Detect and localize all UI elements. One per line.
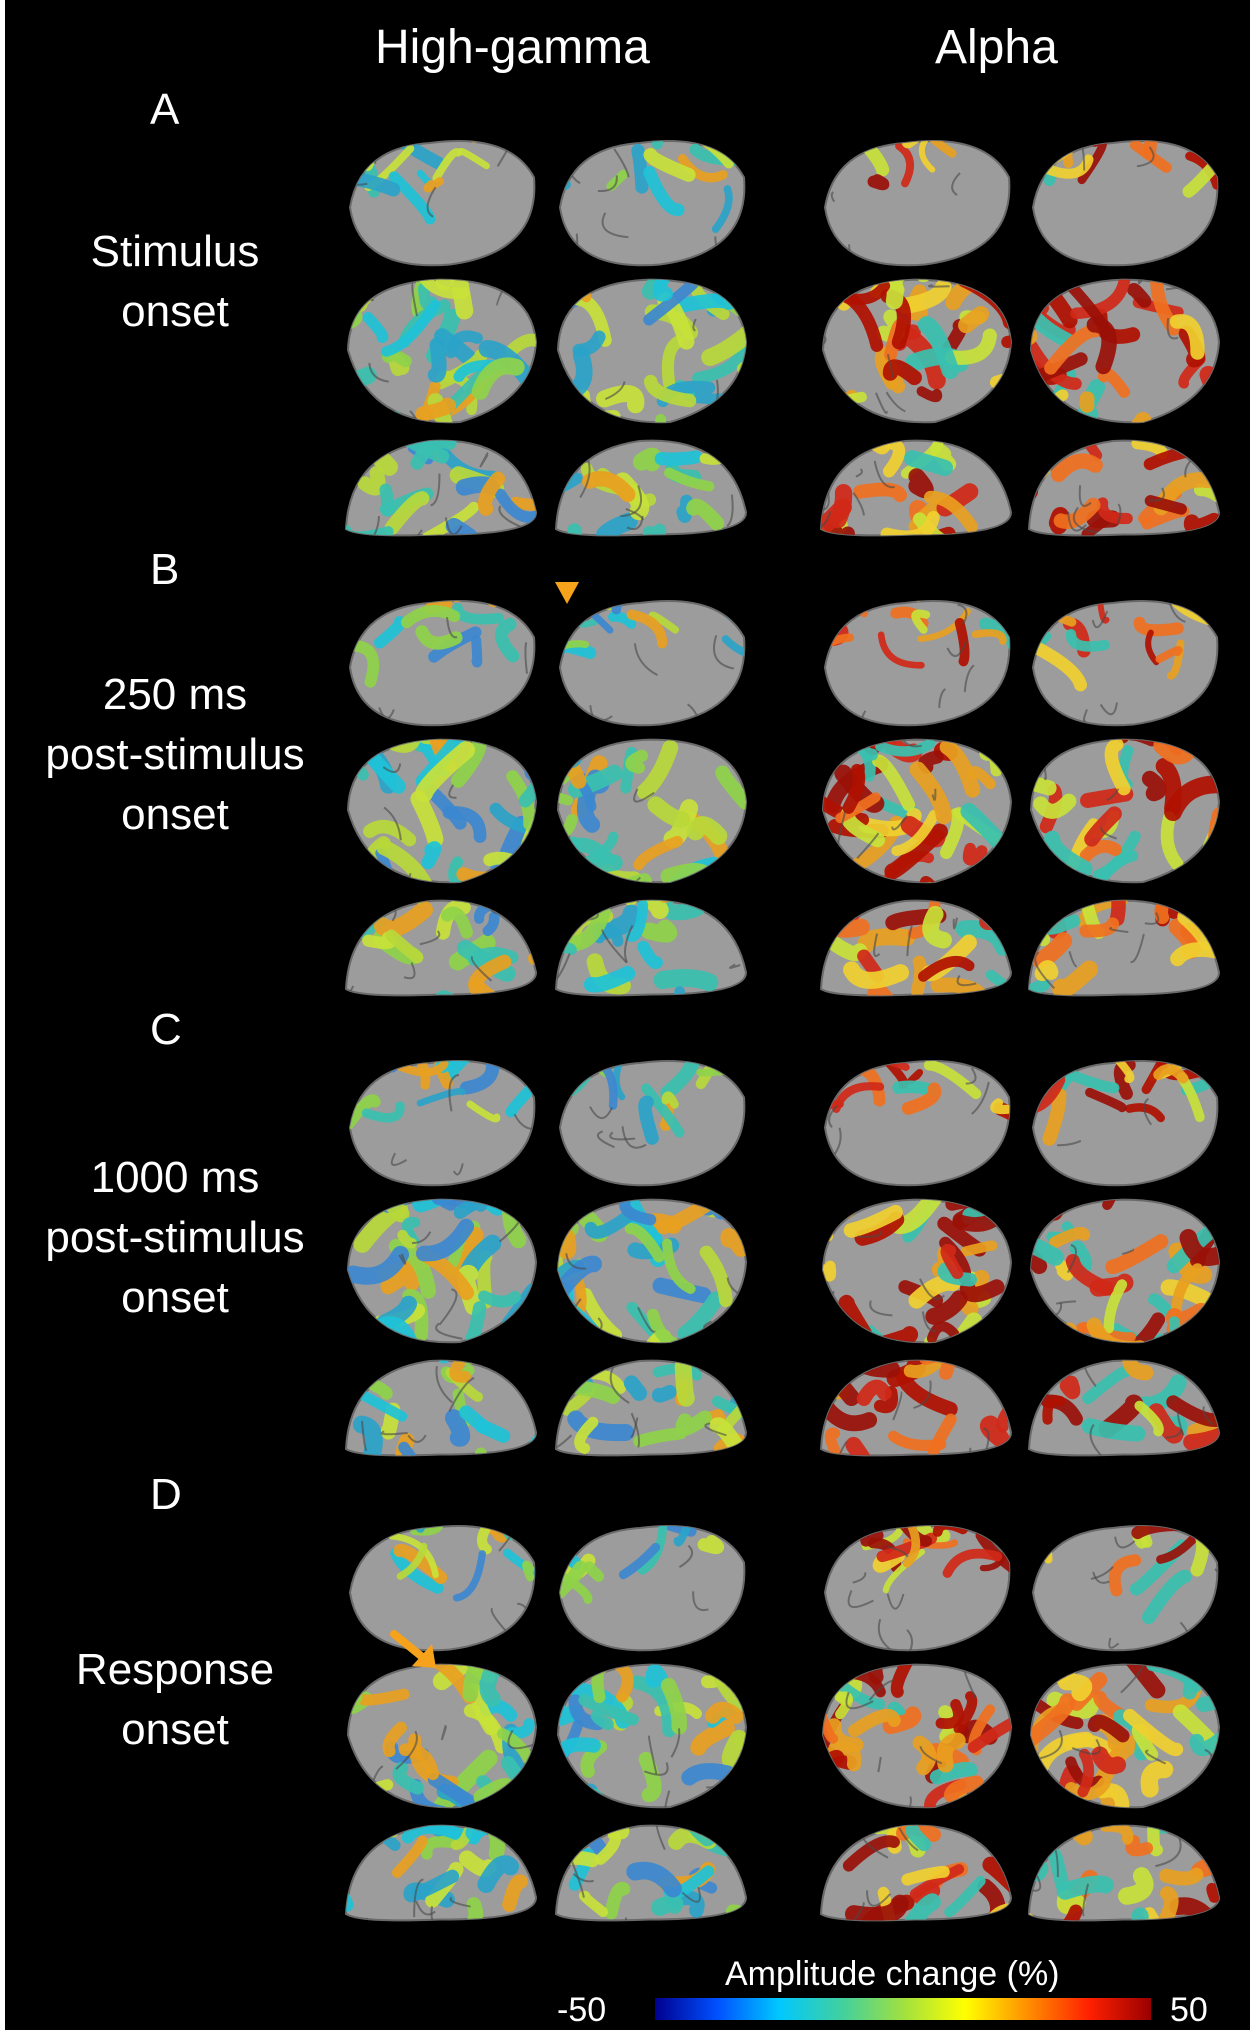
brain-ventral-view bbox=[1027, 1824, 1221, 1922]
panel-letter: C bbox=[150, 1005, 182, 1054]
brain-ventral-view bbox=[819, 1359, 1013, 1457]
brain-lateral-view bbox=[1029, 1198, 1221, 1344]
brain-lateral-view bbox=[346, 1663, 538, 1809]
panel-label-line: post-stimulus bbox=[45, 730, 305, 779]
brain-ventral-view bbox=[819, 899, 1013, 997]
brain-surface bbox=[1031, 1060, 1219, 1187]
brain-medial-view bbox=[348, 1060, 536, 1187]
panel-label: 250 ms post-stimulus onset bbox=[25, 665, 325, 845]
brain-ventral-view bbox=[344, 899, 538, 997]
colorbar-max-label: 50 bbox=[1170, 1991, 1208, 2029]
brain-ventral-view bbox=[344, 439, 538, 537]
colorbar-title: Amplitude change (%) bbox=[725, 1955, 1060, 1993]
panel-label-line: Response bbox=[75, 1645, 275, 1694]
brain-lateral-view bbox=[556, 1663, 748, 1809]
brain-medial-view bbox=[348, 600, 536, 727]
arrowhead-marker-icon bbox=[555, 582, 579, 604]
brain-medial-view bbox=[1031, 600, 1219, 727]
panel-label-line: onset bbox=[121, 287, 229, 336]
brain-medial-view bbox=[823, 1060, 1011, 1187]
brain-medial-view bbox=[823, 140, 1011, 267]
panel-label: 1000 ms post-stimulus onset bbox=[25, 1148, 325, 1328]
brain-medial-view bbox=[348, 1525, 536, 1652]
brain-lateral-view bbox=[346, 1198, 538, 1344]
activation-overlay bbox=[346, 900, 536, 996]
arrow-marker-icon bbox=[390, 1630, 436, 1668]
brain-medial-view bbox=[558, 1525, 746, 1652]
activation-overlay bbox=[1031, 279, 1219, 423]
colorbar-min-label: -50 bbox=[557, 1991, 607, 2029]
brain-lateral-view bbox=[556, 1198, 748, 1344]
brain-medial-view bbox=[558, 1060, 746, 1187]
brain-ventral-view bbox=[554, 439, 748, 537]
brain-surface bbox=[558, 1525, 746, 1652]
brain-medial-view bbox=[558, 600, 746, 727]
panel-label-line: onset bbox=[121, 790, 229, 839]
brain-ventral-view bbox=[344, 1359, 538, 1457]
brain-medial-view bbox=[348, 140, 536, 267]
panel-label-line: post-stimulus bbox=[45, 1213, 305, 1262]
panel-label-line: onset bbox=[121, 1273, 229, 1322]
activation-overlay bbox=[821, 900, 1011, 996]
brain-medial-view bbox=[1031, 1525, 1219, 1652]
brain-surface bbox=[558, 600, 746, 727]
brain-ventral-view bbox=[554, 899, 748, 997]
brain-ventral-view bbox=[819, 439, 1013, 537]
panel-label-line: onset bbox=[121, 1705, 229, 1754]
brain-ventral-view bbox=[1027, 439, 1221, 537]
panel-label-line: 1000 ms bbox=[90, 1153, 260, 1202]
brain-lateral-view bbox=[1029, 1663, 1221, 1809]
colorbar bbox=[655, 1998, 1151, 2020]
column-header-high-gamma: High-gamma bbox=[375, 21, 650, 74]
panel-label: Response onset bbox=[25, 1640, 325, 1760]
panel-label-line: Stimulus bbox=[90, 227, 260, 276]
brain-ventral-view bbox=[554, 1824, 748, 1922]
brain-ventral-view bbox=[344, 1824, 538, 1922]
panel-letter: B bbox=[150, 545, 180, 594]
panel-label-line: 250 ms bbox=[102, 670, 248, 719]
panel-letter: D bbox=[150, 1470, 182, 1519]
figure-panel: High-gamma Alpha A Stimulus onset B 250 ms po… bbox=[5, 0, 1250, 2030]
brain-medial-view bbox=[823, 600, 1011, 727]
panel-letter: A bbox=[150, 85, 180, 134]
brain-lateral-view bbox=[556, 738, 748, 884]
brain-ventral-view bbox=[819, 1824, 1013, 1922]
brain-lateral-view bbox=[821, 1198, 1013, 1344]
brain-medial-view bbox=[823, 1525, 1011, 1652]
brain-medial-view bbox=[1031, 140, 1219, 267]
panel-label: Stimulus onset bbox=[25, 222, 325, 342]
brain-surface bbox=[823, 140, 1011, 267]
brain-lateral-view bbox=[346, 738, 538, 884]
activation-overlay bbox=[350, 601, 535, 720]
brain-ventral-view bbox=[1027, 1359, 1221, 1457]
brain-lateral-view bbox=[821, 738, 1013, 884]
brain-medial-view bbox=[1031, 1060, 1219, 1187]
brain-ventral-view bbox=[554, 1359, 748, 1457]
brain-ventral-view bbox=[1027, 899, 1221, 997]
activation-overlay bbox=[1033, 1061, 1218, 1147]
activation-overlay bbox=[346, 440, 536, 536]
brain-lateral-view bbox=[1029, 738, 1221, 884]
brain-lateral-view bbox=[821, 278, 1013, 424]
brain-lateral-view bbox=[346, 278, 538, 424]
column-header-alpha: Alpha bbox=[935, 21, 1058, 74]
brain-lateral-view bbox=[821, 1663, 1013, 1809]
brain-lateral-view bbox=[556, 278, 748, 424]
brain-medial-view bbox=[558, 140, 746, 267]
activation-overlay bbox=[348, 739, 536, 883]
brain-lateral-view bbox=[1029, 278, 1221, 424]
activation-overlay bbox=[556, 440, 746, 536]
